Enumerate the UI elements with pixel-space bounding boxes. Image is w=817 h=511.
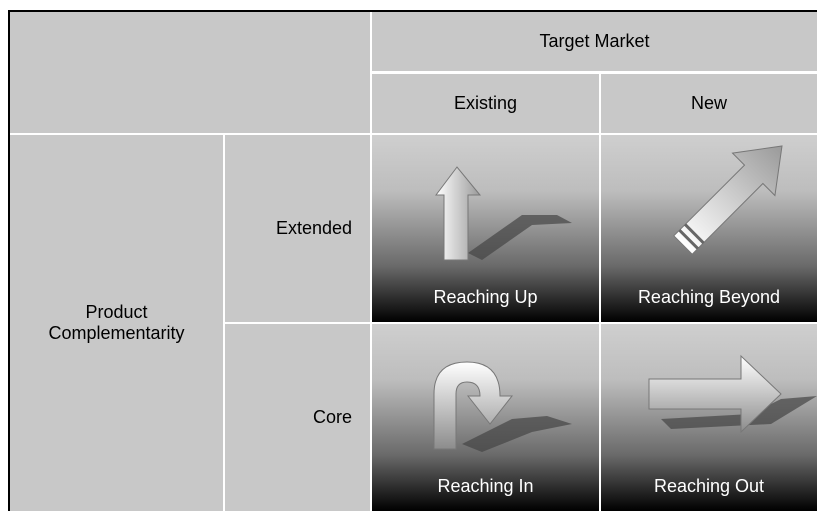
- row-header: Core: [225, 324, 370, 511]
- arrow-diagonal: [673, 145, 783, 255]
- quadrant: Reaching In: [372, 324, 599, 511]
- column-header: Existing: [372, 74, 599, 133]
- arrow-up: [435, 166, 572, 261]
- quadrant-label: Reaching Beyond: [637, 287, 781, 307]
- quadrant: Reaching Up: [372, 135, 599, 322]
- border-top: [8, 10, 817, 12]
- arrow-right: [648, 354, 817, 434]
- quadrant: Reaching Beyond: [601, 135, 817, 322]
- column-header: New: [601, 74, 817, 133]
- corner-cell: [10, 12, 370, 133]
- quadrant-label: Reaching Up: [433, 287, 538, 307]
- quadrant: Reaching Out: [601, 324, 817, 511]
- border-left: [8, 10, 10, 511]
- arrow-curve: [433, 361, 572, 452]
- column-header-title: Target Market: [372, 12, 817, 71]
- quadrant-label: Reaching Out: [653, 476, 765, 496]
- row-header-title: Product Complementarity: [10, 135, 223, 511]
- row-header: Extended: [225, 135, 370, 322]
- quadrant-label: Reaching In: [437, 476, 534, 496]
